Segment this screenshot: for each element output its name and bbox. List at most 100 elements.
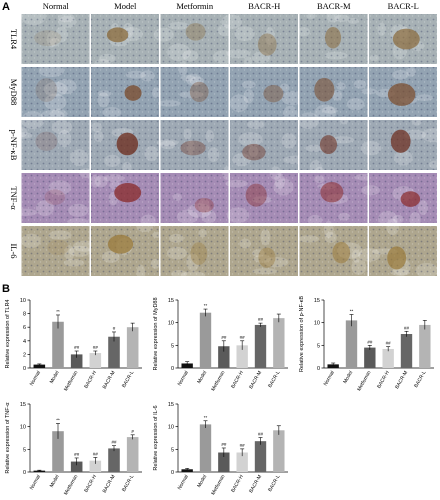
- islet-stain: [114, 183, 142, 203]
- error-bar: [240, 340, 245, 350]
- panel-label: A: [2, 1, 10, 13]
- x-tick-label: Metformin: [356, 370, 372, 392]
- islet-stain: [35, 131, 58, 152]
- y-tick-label: 5: [171, 447, 174, 453]
- islet-stain: [107, 234, 134, 254]
- texture: [21, 120, 90, 170]
- x-tick-label: BACR-H: [83, 370, 98, 390]
- islet-stain: [185, 23, 206, 41]
- texture: [21, 173, 90, 223]
- y-tick-label: 10: [20, 425, 26, 431]
- x-tick-label: BACR-L: [267, 474, 281, 493]
- column-header: Normal: [43, 1, 70, 11]
- significance-mark: ##: [258, 317, 264, 322]
- islet-stain: [242, 143, 266, 161]
- row-label: MyD88: [9, 79, 19, 105]
- x-tick-label: Normal: [177, 370, 190, 387]
- x-tick-label: Metformin: [210, 474, 226, 496]
- bar: [33, 470, 46, 472]
- y-tick-label: 10: [314, 321, 320, 327]
- islet-stain: [194, 197, 214, 213]
- significance-mark: ##: [74, 452, 80, 457]
- y-tick-label: 0: [171, 366, 174, 372]
- texture: [160, 120, 229, 170]
- x-tick-label: Model: [196, 370, 208, 385]
- islet-stain: [387, 246, 407, 270]
- x-tick-label: Metformin: [63, 370, 79, 392]
- error-bar: [203, 420, 208, 429]
- islet-stain: [180, 140, 206, 156]
- texture: [21, 14, 90, 64]
- x-tick-label: BACR-H: [83, 474, 98, 494]
- bar: [236, 452, 248, 472]
- y-tick-label: 5: [317, 343, 320, 349]
- y-tick-label: 0: [23, 366, 26, 372]
- texture: [160, 173, 229, 223]
- x-tick-label: BACR-L: [121, 474, 135, 493]
- column-header: Model: [114, 1, 137, 11]
- texture: [160, 67, 229, 117]
- y-tick-label: 6: [23, 325, 26, 331]
- bar: [327, 364, 339, 368]
- error-bar: [367, 345, 372, 350]
- error-bar: [93, 350, 98, 356]
- error-bar: [93, 457, 98, 464]
- islet-stain: [190, 242, 208, 266]
- error-bar: [37, 469, 42, 472]
- bar: [70, 354, 83, 368]
- islet-stain: [44, 189, 66, 205]
- bar: [236, 345, 248, 368]
- significance-mark: ##: [111, 440, 117, 445]
- texture: [230, 67, 298, 117]
- significance-mark: #: [113, 326, 116, 331]
- x-tick-label: Metformin: [63, 474, 79, 496]
- error-bar: [56, 423, 60, 439]
- row-label: TNF-α: [9, 186, 19, 210]
- bar: [400, 334, 413, 368]
- y-axis-label: Relative expression of TNF-α: [5, 402, 11, 474]
- bar: [108, 336, 120, 368]
- x-tick-label: Model: [342, 370, 354, 385]
- bar: [273, 318, 285, 368]
- significance-mark: ##: [240, 443, 246, 448]
- y-tick-label: 0: [23, 470, 26, 476]
- significance-mark: ##: [221, 442, 227, 447]
- y-tick-label: 15: [20, 402, 26, 408]
- error-bar: [185, 468, 190, 471]
- y-tick-label: 5: [171, 343, 174, 349]
- texture: [230, 14, 298, 64]
- error-bar: [112, 445, 116, 452]
- column-header: BACR-L: [388, 1, 419, 11]
- y-axis-label: Relative expression of IL-6: [153, 405, 159, 470]
- islet-stain: [314, 77, 335, 102]
- error-bar: [258, 437, 263, 445]
- significance-mark: ##: [258, 432, 264, 437]
- x-tick-label: BACR-L: [121, 370, 135, 389]
- bar: [108, 448, 120, 472]
- islet-stain: [325, 26, 342, 49]
- bar: [364, 347, 376, 368]
- islet-stain: [319, 135, 338, 155]
- error-bar: [74, 457, 79, 466]
- bar: [382, 348, 394, 368]
- significance-mark: #: [131, 429, 134, 434]
- islet-stain: [332, 241, 351, 264]
- x-tick-label: Metformin: [210, 370, 226, 392]
- x-tick-label: BACR-H: [230, 474, 245, 494]
- error-bar: [112, 331, 116, 342]
- row-label: p-NF-κB: [9, 130, 19, 161]
- islet-stain: [390, 129, 411, 153]
- islet-stain: [245, 183, 267, 207]
- significance-mark: **: [204, 415, 208, 420]
- islet-stain: [257, 33, 277, 56]
- significance-mark: **: [56, 417, 60, 422]
- error-bar: [185, 361, 190, 366]
- bar: [181, 469, 193, 472]
- bar: [52, 321, 64, 368]
- bar: [254, 324, 267, 368]
- bar: [345, 320, 358, 368]
- islet-stain: [258, 247, 276, 268]
- x-tick-label: BACR-M: [394, 370, 409, 390]
- error-bar: [331, 362, 336, 366]
